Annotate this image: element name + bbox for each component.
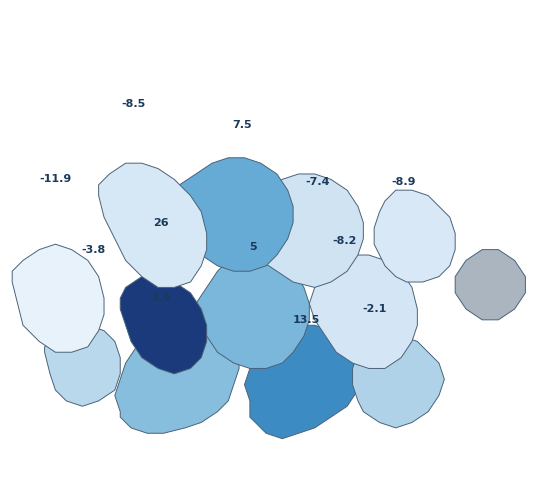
Polygon shape [455,250,526,320]
Polygon shape [115,314,239,433]
Polygon shape [99,163,207,287]
Text: -7.4: -7.4 [305,177,330,187]
Polygon shape [352,336,444,428]
Text: -2.1: -2.1 [362,304,386,314]
Polygon shape [45,325,120,406]
Polygon shape [196,255,310,369]
Text: 13.5: 13.5 [293,315,320,325]
Polygon shape [120,277,207,374]
Polygon shape [163,158,293,271]
Text: 7.5: 7.5 [232,120,251,130]
Polygon shape [310,255,418,369]
Text: -3.8: -3.8 [81,244,105,255]
Text: -8.2: -8.2 [332,237,357,246]
Text: -8.9: -8.9 [392,177,416,187]
Text: -8.5: -8.5 [122,99,146,109]
Text: 26: 26 [153,218,168,227]
Polygon shape [250,174,363,287]
Text: -11.9: -11.9 [39,174,72,185]
Text: 5: 5 [249,242,256,252]
Polygon shape [244,325,363,439]
Polygon shape [12,244,104,352]
Text: 3.4: 3.4 [151,293,171,303]
Polygon shape [374,190,455,282]
